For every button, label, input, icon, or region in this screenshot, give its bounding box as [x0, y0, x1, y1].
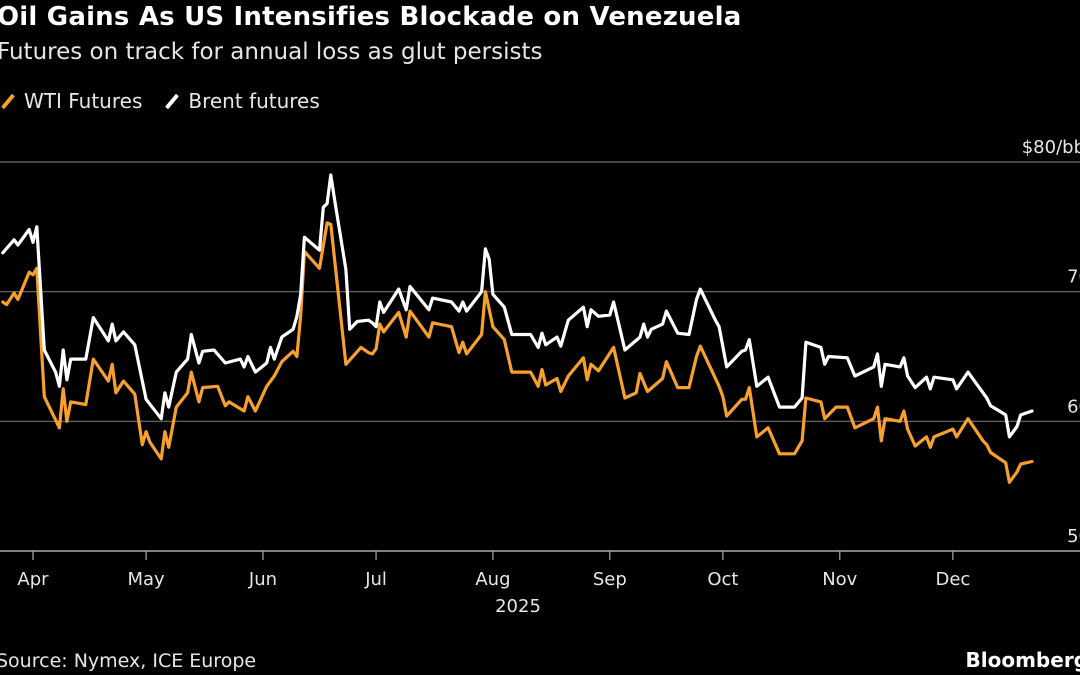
x-tick-label: Aug: [475, 569, 510, 590]
x-axis: Apr May Jun Jul Aug Sep Oct Nov Dec: [17, 551, 970, 590]
y-axis-labels: $80/bbl 70 60 50: [1022, 137, 1080, 547]
x-tick-label: May: [127, 569, 165, 590]
legend-label-wti: WTI Futures: [24, 89, 143, 113]
x-tick-label: Jul: [364, 569, 387, 590]
chart-subtitle: Futures on track for annual loss as glut…: [0, 39, 543, 65]
x-axis-year-label: 2025: [495, 596, 541, 617]
bloomberg-logo: Bloomberg: [965, 648, 1080, 672]
y-tick-label: 60: [1067, 396, 1080, 417]
x-tick-label: Nov: [822, 569, 857, 590]
y-tick-label: $80/bbl: [1022, 137, 1080, 158]
legend: WTI Futures Brent futures: [0, 89, 342, 113]
chart-title: Oil Gains As US Intensifies Blockade on …: [0, 2, 742, 32]
legend-item-wti: WTI Futures: [0, 89, 142, 113]
y-tick-label: 50: [1067, 526, 1080, 547]
x-tick-label: Jun: [248, 569, 277, 590]
source-note: Source: Nymex, ICE Europe: [0, 650, 257, 672]
x-tick-label: Dec: [935, 569, 970, 590]
legend-item-brent: Brent futures: [164, 89, 320, 113]
x-tick-label: Apr: [17, 569, 49, 590]
wti-futures-line: [1, 221, 1034, 484]
x-tick-label: Sep: [593, 569, 627, 590]
gridlines: [0, 161, 1080, 552]
legend-label-brent: Brent futures: [188, 89, 320, 113]
brent-futures-line: [1, 173, 1034, 439]
series-lines: [1, 173, 1034, 484]
y-tick-label: 70: [1067, 267, 1080, 288]
x-tick-label: Oct: [707, 569, 738, 590]
